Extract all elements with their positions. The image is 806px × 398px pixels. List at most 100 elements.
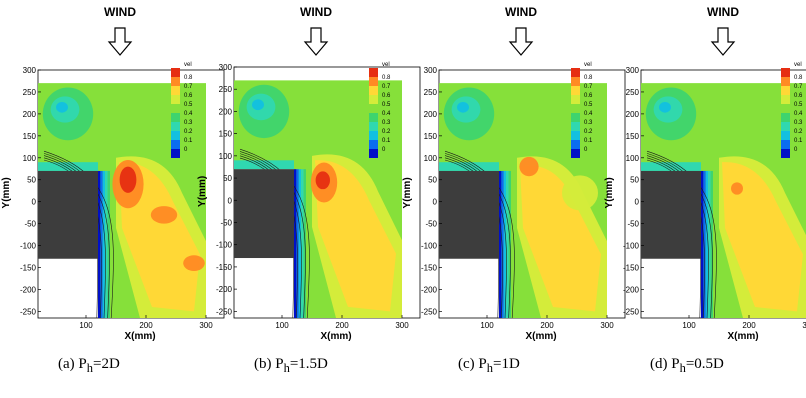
colorbar-swatch — [369, 95, 378, 104]
colorbar-swatch — [369, 68, 378, 77]
colorbar-swatch — [571, 95, 580, 104]
shear-layer-band — [501, 170, 504, 318]
contour-line — [444, 150, 515, 319]
colorbar-label: 0.3 — [794, 120, 803, 126]
colorbar-label: 0.1 — [584, 138, 593, 144]
x-tick-label: 100 — [275, 321, 289, 330]
colorbar-swatch — [369, 86, 378, 95]
contour-line — [444, 155, 507, 319]
contour-line — [239, 148, 310, 319]
x-axis-label: X(mm) — [320, 331, 351, 342]
colorbar-label: 0.7 — [794, 84, 803, 90]
colorbar-title: vel — [382, 62, 390, 68]
y-tick-label: 0 — [635, 198, 640, 207]
x-tick-label: 300 — [199, 321, 213, 330]
shear-layer-band — [234, 160, 294, 170]
colorbar-label: 0.4 — [794, 111, 803, 117]
y-tick-label: -250 — [421, 307, 438, 316]
obstacle — [641, 170, 701, 259]
shear-layer-band — [301, 169, 304, 318]
colorbar-label: 0.4 — [584, 111, 593, 117]
y-axis-label: Y(mm) — [604, 177, 615, 208]
colorbar-title: vel — [584, 62, 592, 68]
obstacle — [38, 170, 98, 259]
colorbar-label: 0.6 — [794, 93, 803, 99]
contour-line — [239, 151, 306, 319]
y-tick-label: 150 — [626, 132, 640, 141]
panel-b: WIND 300 250 200 150 100 50 0 -50 -100 -150 -200 -25… — [197, 5, 421, 342]
contour-line — [646, 150, 717, 319]
contour-region — [520, 165, 601, 312]
y-tick-label: -100 — [216, 241, 233, 250]
colorbar-label: 0.3 — [184, 120, 193, 126]
colorbar-label: 0.4 — [382, 111, 391, 117]
colorbar-label: 0.7 — [382, 84, 391, 90]
shear-layer-band — [705, 170, 709, 318]
colorbar-label: 0.5 — [184, 102, 193, 108]
colorbar-label: 0.1 — [184, 138, 193, 144]
shear-layer-band — [296, 169, 299, 318]
colorbar-swatch — [571, 131, 580, 140]
y-tick-label: -150 — [20, 264, 37, 273]
y-tick-label: -50 — [627, 220, 639, 229]
colorbar-label: 0.8 — [184, 75, 193, 81]
y-tick-label: 50 — [630, 176, 639, 185]
y-tick-label: 150 — [23, 132, 37, 141]
contour-core — [519, 156, 539, 177]
shear-layer-band — [38, 162, 98, 171]
y-tick-label: -200 — [20, 285, 37, 294]
y-tick-label: 50 — [428, 176, 437, 185]
y-tick-label: 250 — [626, 88, 640, 97]
y-tick-label: -50 — [425, 220, 437, 229]
y-tick-label: 300 — [23, 66, 37, 75]
y-tick-label: 300 — [626, 66, 640, 75]
y-tick-label: -150 — [421, 264, 438, 273]
x-tick-label: 100 — [682, 321, 696, 330]
colorbar-swatch — [171, 95, 180, 104]
obstacle — [234, 169, 294, 259]
x-axis-label: X(mm) — [525, 331, 556, 342]
y-tick-label: -250 — [623, 307, 640, 316]
y-tick-label: -200 — [421, 285, 438, 294]
colorbar-swatch — [171, 140, 180, 149]
colorbar-swatch — [571, 104, 580, 113]
contour-region — [659, 102, 671, 113]
colorbar-swatch — [571, 149, 580, 158]
shear-layer-band — [439, 162, 499, 171]
wind-arrow-icon — [508, 27, 534, 56]
contour-core — [119, 166, 137, 193]
x-tick-label: 200 — [335, 321, 349, 330]
shear-layer-band — [294, 169, 297, 318]
contour-region — [457, 102, 469, 113]
contour-figure: WIND 300 250 200 150 100 50 0 -50 -100 -150 -200 -25… — [1, 5, 806, 342]
y-tick-label: 0 — [32, 198, 37, 207]
y-tick-label: 100 — [23, 154, 37, 163]
colorbar-swatch — [171, 113, 180, 122]
colorbar-label: 0.8 — [382, 75, 391, 81]
y-tick-label: 100 — [626, 154, 640, 163]
y-tick-label: 250 — [219, 85, 233, 94]
wind-label: WIND — [707, 5, 739, 19]
y-tick-label: -250 — [216, 307, 233, 316]
contour-line — [646, 155, 709, 319]
y-tick-label: -150 — [216, 263, 233, 272]
y-tick-label: 200 — [424, 110, 438, 119]
x-tick-label: 200 — [742, 321, 756, 330]
colorbar-label: 0.5 — [794, 102, 803, 108]
colorbar-label: 0.6 — [382, 93, 391, 99]
caption-c: (c) Ph=1D — [458, 356, 520, 375]
contour-region — [722, 162, 803, 312]
shear-layer-band — [641, 162, 701, 171]
colorbar-label: 0.3 — [382, 120, 391, 126]
colorbar-label: 0.5 — [584, 102, 593, 108]
shear-layer-band — [298, 169, 302, 318]
colorbar-label: 0.2 — [382, 129, 391, 135]
wind-label: WIND — [104, 5, 136, 19]
y-tick-label: -100 — [20, 242, 37, 251]
colorbar-swatch — [571, 68, 580, 77]
colorbar-swatch — [369, 122, 378, 131]
colorbar-label: 0.8 — [794, 75, 803, 81]
colorbar-label: 0.1 — [794, 138, 803, 144]
colorbar-label: 0.3 — [584, 120, 593, 126]
